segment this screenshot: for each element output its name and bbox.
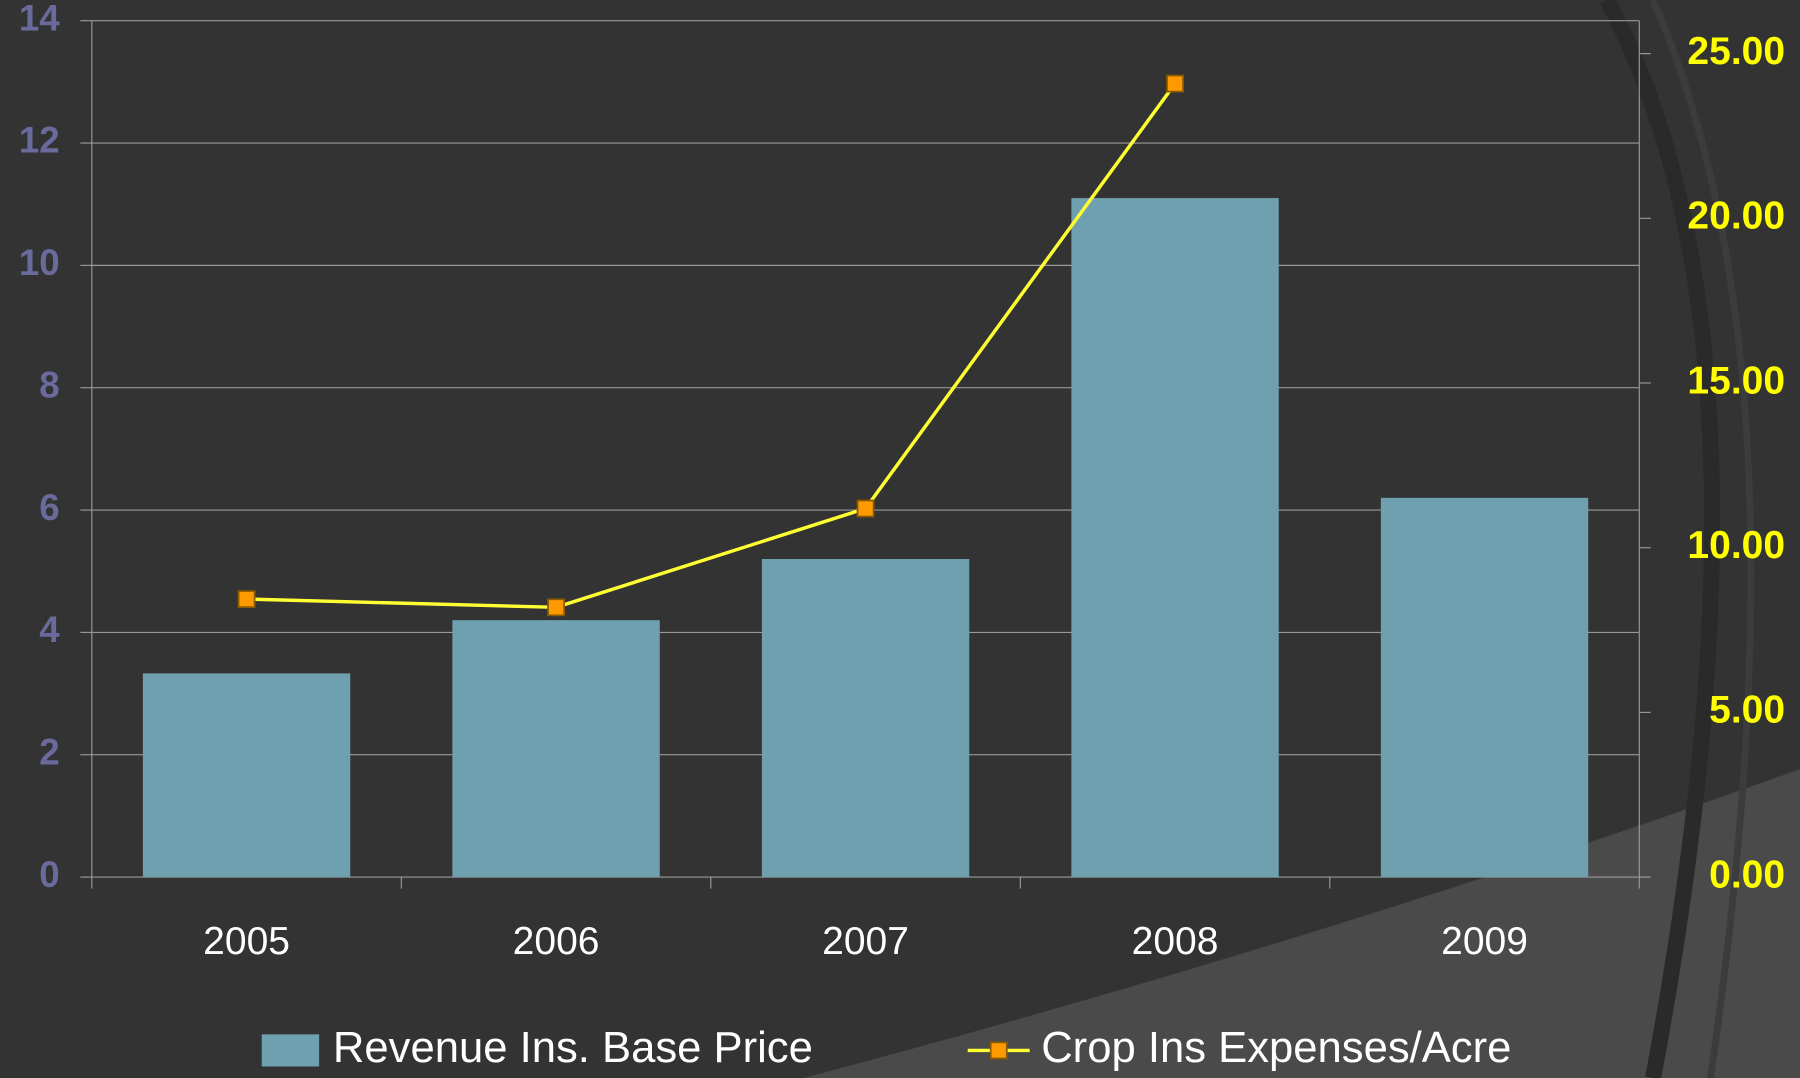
y2-tick-label: 5.00 xyxy=(1709,689,1785,732)
x-tick-label: 2006 xyxy=(513,920,600,963)
y-tick-label: 14 xyxy=(19,0,60,38)
bar xyxy=(1071,198,1279,878)
y-tick-label: 4 xyxy=(39,609,60,650)
bar xyxy=(142,673,351,878)
x-tick-label: 2007 xyxy=(822,920,909,963)
decor-swoosh xyxy=(803,769,1800,1078)
bar xyxy=(1380,497,1589,878)
bar xyxy=(452,620,660,878)
marker xyxy=(237,590,256,608)
y-tick-label: 0 xyxy=(39,854,59,895)
y-tick-label: 12 xyxy=(19,120,60,161)
decor-arc xyxy=(1649,0,1755,1078)
bar xyxy=(761,558,970,878)
y-tick-label: 6 xyxy=(39,487,59,528)
y2-tick-label: 10.00 xyxy=(1687,524,1785,567)
y2-tick-label: 15.00 xyxy=(1687,359,1785,402)
legend-label: Revenue Ins. Base Price xyxy=(333,1024,813,1072)
y2-tick-label: 0.00 xyxy=(1709,853,1785,896)
y-tick-label: 8 xyxy=(39,364,59,405)
legend-swatch xyxy=(989,1041,1008,1060)
x-tick-label: 2005 xyxy=(203,920,290,963)
legend-swatch xyxy=(261,1034,320,1067)
y2-tick-label: 25.00 xyxy=(1687,30,1785,73)
x-tick-label: 2008 xyxy=(1132,920,1219,963)
decor-arc xyxy=(1600,0,1721,1078)
marker xyxy=(1166,74,1184,93)
marker xyxy=(856,499,875,518)
y2-tick-label: 20.00 xyxy=(1687,195,1785,238)
marker xyxy=(547,598,565,617)
x-tick-label: 2009 xyxy=(1441,920,1528,963)
y-tick-label: 10 xyxy=(19,242,60,283)
y-tick-label: 2 xyxy=(39,731,59,772)
line xyxy=(246,82,1177,610)
legend-label: Crop Ins Expenses/Acre xyxy=(1041,1024,1511,1072)
